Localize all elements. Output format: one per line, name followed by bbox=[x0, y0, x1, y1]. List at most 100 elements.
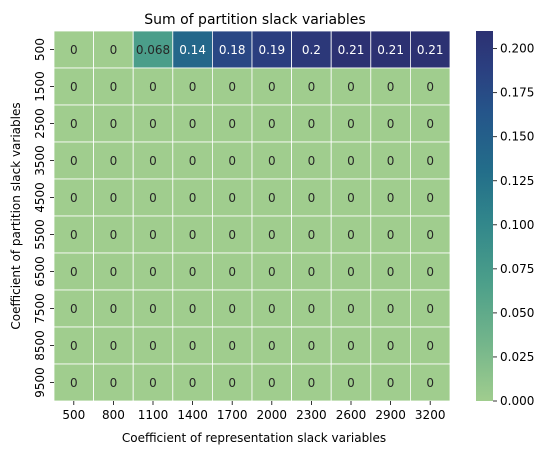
y-tick-label: 5500 bbox=[33, 219, 47, 250]
heatmap-cell bbox=[132, 178, 174, 217]
cell-value-label: 0 bbox=[70, 376, 78, 390]
cell-value-label: 0 bbox=[347, 191, 355, 205]
cell-value-label: 0 bbox=[426, 265, 434, 279]
cell-value-label: 0 bbox=[387, 154, 395, 168]
heatmap-cell bbox=[211, 326, 253, 365]
cell-value-label: 0 bbox=[308, 228, 316, 242]
cell-value-label: 0 bbox=[426, 302, 434, 316]
cell-value-label: 0 bbox=[110, 339, 118, 353]
colorbar-tick-label: 0.000 bbox=[500, 394, 534, 408]
x-axis-label: Coefficient of representation slack vari… bbox=[122, 431, 386, 445]
heatmap-cell bbox=[370, 363, 411, 402]
cell-value-label: 0 bbox=[228, 80, 236, 94]
cell-value-label: 0 bbox=[426, 80, 434, 94]
heatmap-cell bbox=[53, 30, 94, 69]
heatmap-cell bbox=[330, 30, 372, 69]
cell-value-label: 0 bbox=[308, 154, 316, 168]
heatmap-cell bbox=[409, 326, 451, 365]
y-tick-label: 9500 bbox=[33, 367, 47, 398]
cell-value-label: 0 bbox=[149, 339, 157, 353]
heatmap-cell bbox=[409, 67, 451, 106]
cell-value-label: 0 bbox=[189, 339, 197, 353]
cell-value-label: 0 bbox=[268, 80, 276, 94]
cell-value-label: 0 bbox=[308, 302, 316, 316]
cell-value-label: 0 bbox=[110, 43, 118, 57]
heatmap-cell bbox=[330, 326, 372, 365]
heatmap-cell bbox=[251, 252, 292, 291]
cell-value-label: 0 bbox=[268, 339, 276, 353]
cell-value-label: 0.14 bbox=[179, 43, 206, 57]
cell-value-label: 0 bbox=[70, 117, 78, 131]
cell-value-label: 0.18 bbox=[219, 43, 246, 57]
cell-value-label: 0 bbox=[347, 228, 355, 242]
heatmap-cell bbox=[291, 67, 332, 106]
cell-value-label: 0 bbox=[189, 228, 197, 242]
cell-value-label: 0 bbox=[149, 154, 157, 168]
cell-value-label: 0 bbox=[347, 339, 355, 353]
heatmap-cell bbox=[370, 104, 411, 143]
heatmap-cell bbox=[409, 30, 451, 69]
x-axis-ticks: 500 800 1100 1400 1700 2000 2300 2600 2900 3200 bbox=[62, 401, 445, 422]
cell-value-label: 0 bbox=[387, 265, 395, 279]
cell-value-label: 0 bbox=[149, 376, 157, 390]
cell-value-label: 0.2 bbox=[302, 43, 321, 57]
cell-value-label: 0 bbox=[70, 80, 78, 94]
cell-value-label: 0 bbox=[308, 191, 316, 205]
heatmap-cell bbox=[53, 252, 94, 291]
heatmap-cell bbox=[93, 326, 134, 365]
heatmap-cell bbox=[172, 326, 213, 365]
heatmap-cell bbox=[172, 289, 213, 328]
heatmap-cell bbox=[370, 289, 411, 328]
x-tick-label: 1400 bbox=[177, 408, 208, 422]
cell-value-label: 0 bbox=[308, 376, 316, 390]
heatmap-cell bbox=[251, 30, 292, 69]
heatmap-cell bbox=[172, 67, 213, 106]
colorbar-tick-label: 0.075 bbox=[500, 262, 534, 276]
heatmap-cell bbox=[330, 67, 372, 106]
cell-value-label: 0 bbox=[70, 154, 78, 168]
cell-value-label: 0 bbox=[228, 265, 236, 279]
cell-value-label: 0 bbox=[110, 265, 118, 279]
heatmap-cell bbox=[93, 178, 134, 217]
cell-value-label: 0 bbox=[189, 302, 197, 316]
y-tick-label: 2500 bbox=[33, 108, 47, 139]
heatmap-cell bbox=[291, 178, 332, 217]
cell-value-label: 0 bbox=[268, 376, 276, 390]
cell-value-label: 0 bbox=[268, 154, 276, 168]
heatmap-cell bbox=[330, 178, 372, 217]
heatmap-cell bbox=[330, 252, 372, 291]
colorbar bbox=[476, 31, 493, 401]
cell-value-label: 0 bbox=[347, 265, 355, 279]
cell-value-label: 0 bbox=[308, 80, 316, 94]
cell-value-label: 0 bbox=[268, 265, 276, 279]
cell-value-label: 0 bbox=[347, 302, 355, 316]
cell-value-label: 0 bbox=[347, 80, 355, 94]
heatmap-cell bbox=[93, 30, 134, 69]
heatmap-cell bbox=[370, 326, 411, 365]
cell-value-label: 0 bbox=[268, 117, 276, 131]
heatmap-cell bbox=[251, 215, 292, 254]
heatmap-cell bbox=[409, 289, 451, 328]
cell-value-label: 0 bbox=[426, 154, 434, 168]
x-tick-label: 3200 bbox=[415, 408, 446, 422]
cell-value-label: 0 bbox=[110, 302, 118, 316]
heatmap-cell bbox=[370, 178, 411, 217]
cell-value-label: 0.19 bbox=[258, 43, 285, 57]
x-tick-label: 1100 bbox=[138, 408, 169, 422]
cell-value-label: 0 bbox=[347, 154, 355, 168]
x-tick-label: 500 bbox=[62, 408, 85, 422]
heatmap-cell bbox=[370, 67, 411, 106]
heatmap-cell bbox=[132, 104, 174, 143]
heatmap-cell bbox=[211, 215, 253, 254]
heatmap-cell bbox=[409, 363, 451, 402]
heatmap-cell bbox=[291, 252, 332, 291]
heatmap-cell bbox=[409, 104, 451, 143]
cell-value-label: 0 bbox=[228, 117, 236, 131]
cell-value-label: 0 bbox=[189, 191, 197, 205]
cell-value-label: 0 bbox=[228, 376, 236, 390]
heatmap-cell bbox=[93, 104, 134, 143]
cell-value-label: 0 bbox=[149, 228, 157, 242]
cell-value-label: 0.21 bbox=[417, 43, 444, 57]
heatmap-cell bbox=[251, 67, 292, 106]
